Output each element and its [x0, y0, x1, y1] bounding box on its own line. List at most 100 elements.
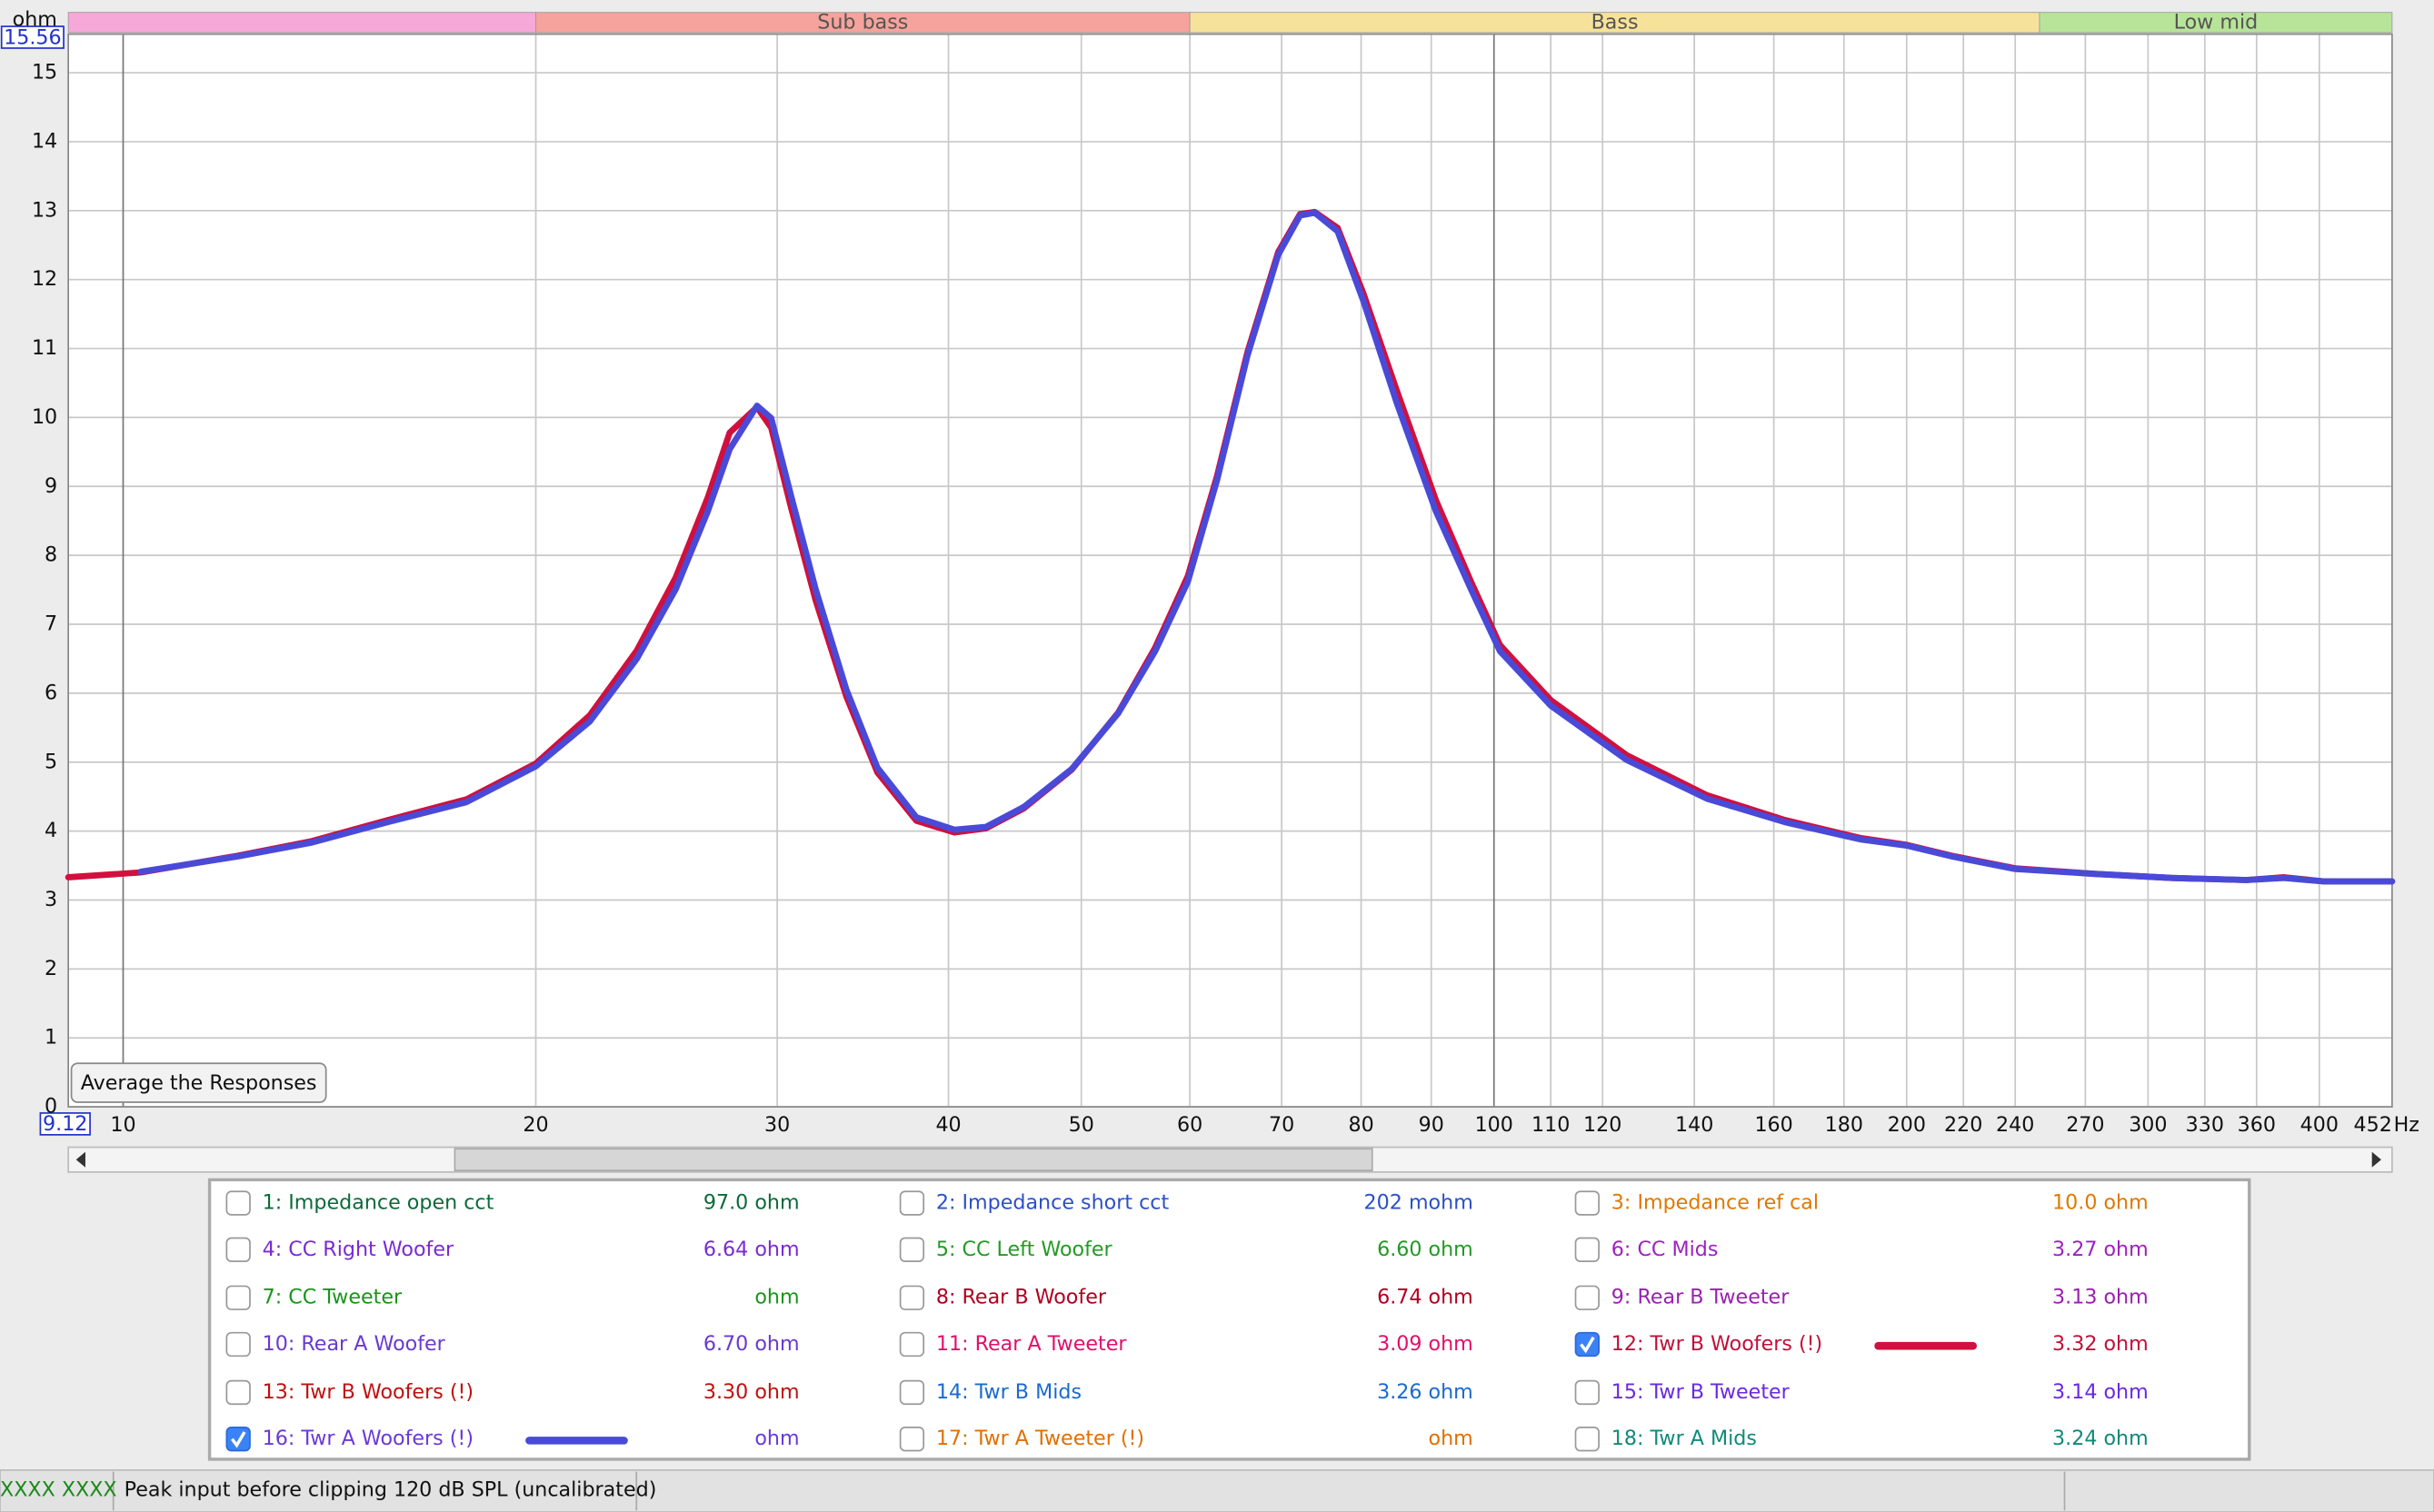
checkbox[interactable]	[225, 1331, 251, 1358]
y-tick-label: 14	[32, 129, 57, 153]
y-tick-label: 9	[45, 474, 57, 498]
checkbox[interactable]	[1574, 1237, 1600, 1262]
measurement-reading: 6.64 ohm	[703, 1238, 800, 1261]
measurement-label: 5: CC Left Woofer	[936, 1238, 1113, 1261]
measurement-reading: 3.30 ohm	[703, 1380, 800, 1404]
average-button[interactable]: Average the Responses	[70, 1062, 327, 1103]
measurement-label: 4: CC Right Woofer	[263, 1238, 454, 1261]
x-tick-label: 110	[1531, 1113, 1570, 1137]
measurement-reading: 3.09 ohm	[1377, 1332, 1473, 1356]
checkbox[interactable]	[899, 1331, 925, 1358]
x-tick-label: 80	[1348, 1113, 1373, 1137]
x-max-label: 452	[2354, 1113, 2392, 1137]
x-tick-label: 140	[1675, 1113, 1713, 1137]
x-tick-label: 270	[2066, 1113, 2104, 1137]
y-tick-label: 5	[45, 750, 57, 773]
band	[2039, 12, 2393, 34]
checkbox[interactable]	[899, 1427, 925, 1452]
x-tick-label: 60	[1177, 1113, 1202, 1137]
measurement-reading: 6.74 ohm	[1377, 1286, 1473, 1309]
y-tick-label: 11	[32, 336, 57, 360]
y-tick-label: 3	[45, 888, 57, 911]
x-tick-label: 300	[2129, 1113, 2167, 1137]
checkbox[interactable]	[225, 1427, 251, 1452]
measurement-reading: 3.26 ohm	[1377, 1380, 1473, 1404]
measurement-label: 18: Twr A Mids	[1611, 1427, 1757, 1450]
plot-area	[68, 34, 2392, 1108]
measurement-reading: 10.0 ohm	[2052, 1191, 2149, 1215]
measurement-reading: ohm	[754, 1286, 799, 1309]
measurement-reading: 3.32 ohm	[2052, 1332, 2149, 1356]
measurement-reading: 3.13 ohm	[2052, 1286, 2149, 1309]
button-face[interactable]	[70, 1062, 327, 1103]
checkmark	[1580, 1336, 1595, 1354]
measurement-label: 8: Rear B Woofer	[936, 1286, 1107, 1309]
button-label: Average the Responses	[81, 1071, 317, 1095]
checkbox[interactable]	[225, 1379, 251, 1406]
band-label: Low mid	[2174, 10, 2259, 34]
measurement-reading: 3.14 ohm	[2052, 1380, 2149, 1404]
measurement-label: 11: Rear A Tweeter	[936, 1332, 1127, 1356]
checkbox[interactable]	[1574, 1190, 1600, 1216]
measurement-reading: 202 mohm	[1364, 1191, 1473, 1215]
x-tick-label: 50	[1069, 1113, 1094, 1137]
x-min-box	[39, 1112, 91, 1136]
measurement-reading: 6.70 ohm	[703, 1332, 800, 1356]
y-tick-label: 13	[32, 198, 57, 222]
y-tick-label: 12	[32, 267, 57, 291]
checkbox[interactable]	[225, 1237, 251, 1262]
x-tick-label: 30	[764, 1113, 790, 1137]
x-tick-label: 180	[1825, 1113, 1863, 1137]
y-tick-label: 1	[45, 1026, 57, 1049]
measurement-label: 1: Impedance open cct	[263, 1191, 494, 1215]
x-tick-label: 200	[1888, 1113, 1926, 1137]
y-tick-label: 6	[45, 681, 57, 704]
measurement-label: 6: CC Mids	[1611, 1238, 1719, 1261]
checkbox[interactable]	[899, 1190, 925, 1216]
y-tick-label: 0	[45, 1095, 57, 1119]
y-max-label: 15.56	[4, 25, 62, 49]
measurement-panel	[207, 1178, 2251, 1461]
y-max-box	[0, 25, 65, 49]
measurement-reading: ohm	[1429, 1427, 1473, 1450]
checkbox[interactable]	[1574, 1331, 1600, 1358]
measurement-label: 2: Impedance short cct	[936, 1191, 1170, 1215]
band-label: Sub bass	[817, 10, 908, 34]
scroll-left-arrow[interactable]	[75, 1151, 85, 1168]
checkbox[interactable]	[1574, 1427, 1600, 1452]
checkbox[interactable]	[1574, 1285, 1600, 1310]
x-tick-label: 220	[1944, 1113, 1982, 1137]
measurement-label: 17: Twr A Tweeter (!)	[936, 1427, 1144, 1450]
y-tick-label: 4	[45, 819, 57, 842]
measurement-label: 7: CC Tweeter	[263, 1286, 403, 1309]
x-tick-label: 400	[2300, 1113, 2339, 1137]
x-tick-label: 70	[1269, 1113, 1294, 1137]
x-tick-label: 160	[1754, 1113, 1792, 1137]
y-tick-label: 10	[32, 405, 57, 429]
status-message: Peak input before clipping 120 dB SPL (u…	[125, 1478, 657, 1502]
checkbox[interactable]	[899, 1285, 925, 1310]
x-unit: Hz	[2394, 1113, 2419, 1137]
measurement-label: 10: Rear A Woofer	[263, 1332, 446, 1356]
measurement-label: 12: Twr B Woofers (!)	[1611, 1332, 1822, 1356]
scroll-right-arrow[interactable]	[2371, 1151, 2381, 1168]
measurement-label: 3: Impedance ref cal	[1611, 1191, 1819, 1215]
horizontal-scrollbar[interactable]	[67, 1146, 2393, 1173]
y-tick-label: 7	[45, 612, 57, 636]
impedance-trace	[137, 209, 2396, 885]
measurement-reading: 6.60 ohm	[1377, 1238, 1473, 1261]
checkbox[interactable]	[225, 1285, 251, 1310]
checkbox[interactable]	[1574, 1379, 1600, 1406]
checkbox[interactable]	[899, 1237, 925, 1262]
scroll-thumb[interactable]	[454, 1148, 1373, 1172]
x-tick-label: 10	[110, 1113, 135, 1137]
status-bar	[0, 1469, 2434, 1512]
y-tick-label: 2	[45, 957, 57, 980]
measurement-label: 16: Twr A Woofers (!)	[263, 1427, 474, 1450]
measurement-label: 13: Twr B Woofers (!)	[263, 1380, 474, 1404]
measurement-label: 15: Twr B Tweeter	[1611, 1380, 1791, 1404]
x-tick-label: 120	[1583, 1113, 1621, 1137]
checkbox[interactable]	[225, 1190, 251, 1216]
checkbox[interactable]	[899, 1379, 925, 1406]
